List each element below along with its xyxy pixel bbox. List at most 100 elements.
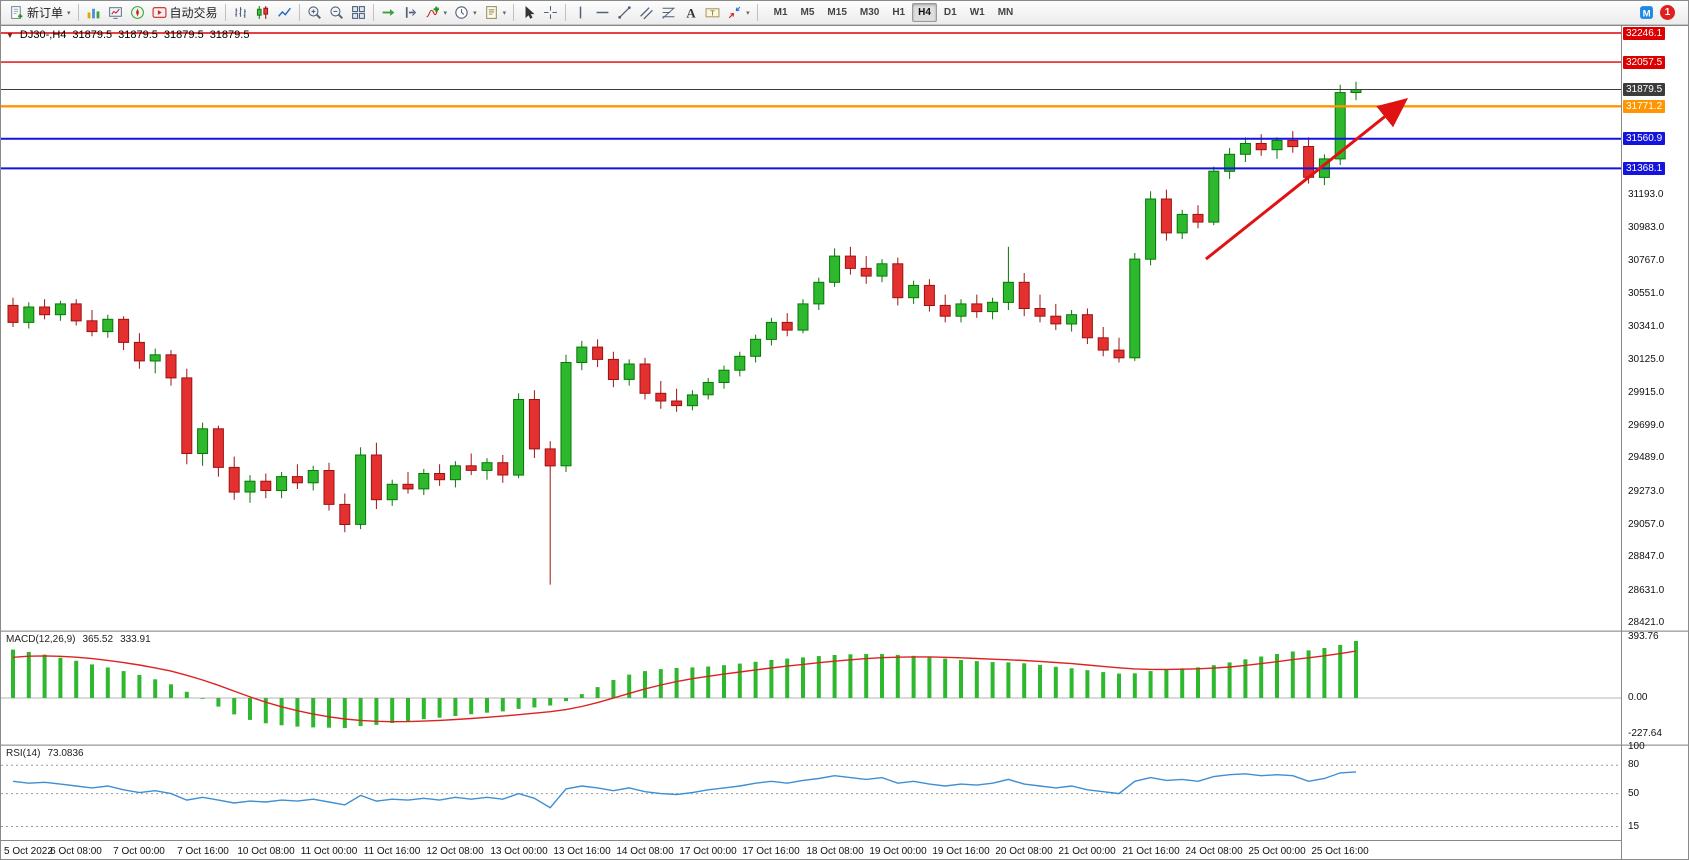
- charts-icon: [86, 5, 101, 20]
- auto-trading-button[interactable]: 自动交易: [149, 3, 221, 23]
- line-chart-button[interactable]: [274, 3, 295, 23]
- candlestick-chart-button[interactable]: [252, 3, 273, 23]
- time-axis[interactable]: 5 Oct 2022 6 Oct 08:00 7 Oct 00:00 7 Oct 16…: [1, 840, 1621, 859]
- candles-layer: [7, 81, 1362, 585]
- timeframe-M1[interactable]: M1: [773, 7, 788, 18]
- community-icon: M: [1639, 5, 1654, 20]
- periods-icon: [454, 5, 469, 20]
- price-axis-label: 28847.0: [1628, 551, 1665, 562]
- timeframe-M5[interactable]: M5: [800, 7, 815, 18]
- text-label-button[interactable]: T: [702, 3, 723, 23]
- macd-main-value: 365.52: [82, 634, 114, 645]
- periods-button[interactable]: ▾: [451, 3, 480, 23]
- trendline-button[interactable]: [614, 3, 635, 23]
- time-axis-label: 10 Oct 08:00: [237, 846, 295, 857]
- new-order-button[interactable]: 新订单 ▾: [6, 3, 74, 23]
- notification-badge[interactable]: 1: [1660, 5, 1675, 20]
- price-axis[interactable]: 31193.0 30983.0 30767.0 30551.0 30341.0 30125…: [1621, 26, 1688, 859]
- community-button[interactable]: M: [1636, 3, 1657, 23]
- auto-scroll-icon: [381, 5, 396, 20]
- fibonacci-button[interactable]: [658, 3, 679, 23]
- time-axis-label: 21 Oct 00:00: [1058, 846, 1116, 857]
- time-axis-label: 19 Oct 16:00: [932, 846, 990, 857]
- market-watch-icon: [108, 5, 123, 20]
- candlestick-chart[interactable]: [1, 26, 1621, 630]
- rsi-value: 73.0836: [47, 748, 84, 759]
- vertical-line-button[interactable]: [570, 3, 591, 23]
- svg-text:T: T: [710, 9, 715, 18]
- indicators-button[interactable]: ▾: [422, 3, 451, 23]
- fibonacci-icon: [661, 5, 676, 20]
- price-axis-label: 30767.0: [1628, 255, 1665, 266]
- trend-arrow-annotation[interactable]: [1204, 98, 1409, 261]
- time-axis-label: 6 Oct 08:00: [50, 846, 102, 857]
- indicators-icon: [425, 5, 440, 20]
- timeframe-M30[interactable]: M30: [859, 7, 880, 18]
- rsi-panel[interactable]: RSI(14) 73.0836: [1, 746, 1621, 840]
- market-watch-button[interactable]: [105, 3, 126, 23]
- zoom-out-button[interactable]: [326, 3, 347, 23]
- channel-icon: [639, 5, 654, 20]
- line-chart-icon: [277, 5, 292, 20]
- timeframe-M15[interactable]: M15: [827, 7, 847, 18]
- time-axis-label: 25 Oct 16:00: [1311, 846, 1369, 857]
- trendline-icon: [617, 5, 632, 20]
- price-axis-label: 29489.0: [1628, 452, 1665, 463]
- rsi-name-label: RSI(14): [6, 748, 41, 759]
- macd-chart: [1, 632, 1621, 744]
- tile-windows-icon: [351, 5, 366, 20]
- crosshair-icon: [543, 5, 558, 20]
- macd-name-label: MACD(12,26,9): [6, 634, 76, 645]
- navigator-icon: [130, 5, 145, 20]
- bar-chart-icon: [233, 5, 248, 20]
- symbol-period-label: DJ30-,H4: [19, 29, 67, 41]
- auto-scroll-button[interactable]: [378, 3, 399, 23]
- hline-price-tag: 32057.5: [1623, 56, 1666, 69]
- low-value: 31879.5: [163, 29, 204, 41]
- hline-price-tag: 31879.5: [1623, 83, 1666, 96]
- macd-header: MACD(12,26,9) 365.52 333.91: [6, 634, 151, 645]
- timeframe-MN[interactable]: MN: [997, 7, 1014, 18]
- chart-shift-icon: [403, 5, 418, 20]
- dropdown-caret-icon: ▾: [67, 9, 71, 17]
- price-axis-label: 31193.0: [1628, 189, 1664, 200]
- timeframe-H1[interactable]: H1: [892, 7, 906, 18]
- crosshair-button[interactable]: [540, 3, 561, 23]
- zoom-out-icon: [329, 5, 344, 20]
- tile-windows-button[interactable]: [348, 3, 369, 23]
- dropdown-caret-icon: ▾: [473, 9, 477, 17]
- arrows-button[interactable]: ▾: [724, 3, 753, 23]
- channel-button[interactable]: [636, 3, 657, 23]
- timeframe-H4[interactable]: H4: [912, 3, 937, 22]
- panel-separator[interactable]: [1, 630, 1688, 632]
- charts-button[interactable]: [83, 3, 104, 23]
- dropdown-caret-icon: ▾: [746, 9, 750, 17]
- vertical-line-icon: [573, 5, 588, 20]
- text-icon: A: [683, 5, 698, 20]
- horizontal-line-button[interactable]: [592, 3, 613, 23]
- panel-separator[interactable]: [1, 744, 1688, 746]
- rsi-axis-label: 80: [1628, 759, 1640, 770]
- cursor-button[interactable]: [518, 3, 539, 23]
- time-axis-label: 11 Oct 16:00: [363, 846, 421, 857]
- macd-panel[interactable]: MACD(12,26,9) 365.52 333.91: [1, 632, 1621, 744]
- chart-window[interactable]: ▼ DJ30-,H4 31879.5 31879.5 31879.5 31879…: [1, 25, 1688, 859]
- timeframe-D1[interactable]: D1: [943, 7, 957, 18]
- navigator-button[interactable]: [127, 3, 148, 23]
- main-chart-panel[interactable]: ▼ DJ30-,H4 31879.5 31879.5 31879.5 31879…: [1, 26, 1621, 630]
- time-axis-label: 18 Oct 08:00: [806, 846, 864, 857]
- macd-signal-line: [12, 650, 1357, 723]
- timeframe-W1[interactable]: W1: [969, 7, 985, 18]
- text-button[interactable]: A: [680, 3, 701, 23]
- macd-signal-value: 333.91: [120, 634, 151, 645]
- open-value: 31879.5: [72, 29, 113, 41]
- horizontal-lines-layer[interactable]: [1, 32, 1621, 170]
- zoom-in-button[interactable]: [304, 3, 325, 23]
- macd-axis-label: 0.00: [1628, 692, 1648, 703]
- bar-chart-button[interactable]: [230, 3, 251, 23]
- text-label-icon: T: [705, 5, 720, 20]
- templates-button[interactable]: ▾: [481, 3, 510, 23]
- chart-shift-button[interactable]: [400, 3, 421, 23]
- toolbar-separator: [565, 4, 567, 21]
